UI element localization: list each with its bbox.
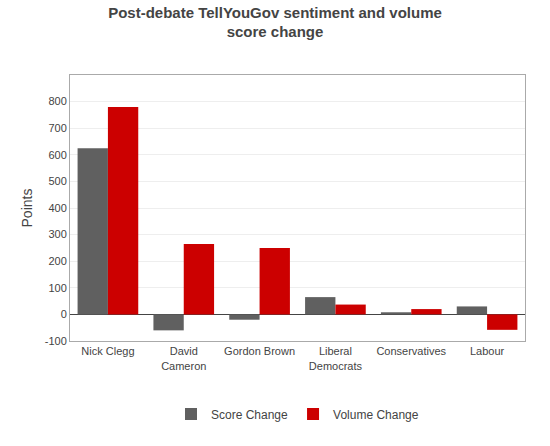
svg-text:LiberalDemocrats: LiberalDemocrats xyxy=(309,345,363,371)
svg-text:500: 500 xyxy=(48,175,66,187)
svg-text:Nick Clegg: Nick Clegg xyxy=(81,345,134,357)
svg-text:Post-debate TellYouGov sentime: Post-debate TellYouGov sentiment and vol… xyxy=(108,4,442,41)
svg-text:Score Change: Score Change xyxy=(211,408,288,422)
svg-text:Gordon Brown: Gordon Brown xyxy=(224,345,295,357)
svg-text:400: 400 xyxy=(48,202,66,214)
svg-text:700: 700 xyxy=(48,122,66,134)
svg-text:300: 300 xyxy=(48,228,66,240)
svg-text:Labour: Labour xyxy=(470,345,505,357)
svg-text:600: 600 xyxy=(48,149,66,161)
svg-text:Conservatives: Conservatives xyxy=(376,345,446,357)
svg-text:100: 100 xyxy=(48,282,66,294)
svg-text:200: 200 xyxy=(48,255,66,267)
svg-text:800: 800 xyxy=(48,95,66,107)
svg-text:-100: -100 xyxy=(45,335,67,347)
svg-text:0: 0 xyxy=(61,308,67,320)
svg-text:Volume Change: Volume Change xyxy=(333,408,419,422)
svg-text:DavidCameron: DavidCameron xyxy=(161,345,206,371)
svg-text:Points: Points xyxy=(19,189,35,228)
